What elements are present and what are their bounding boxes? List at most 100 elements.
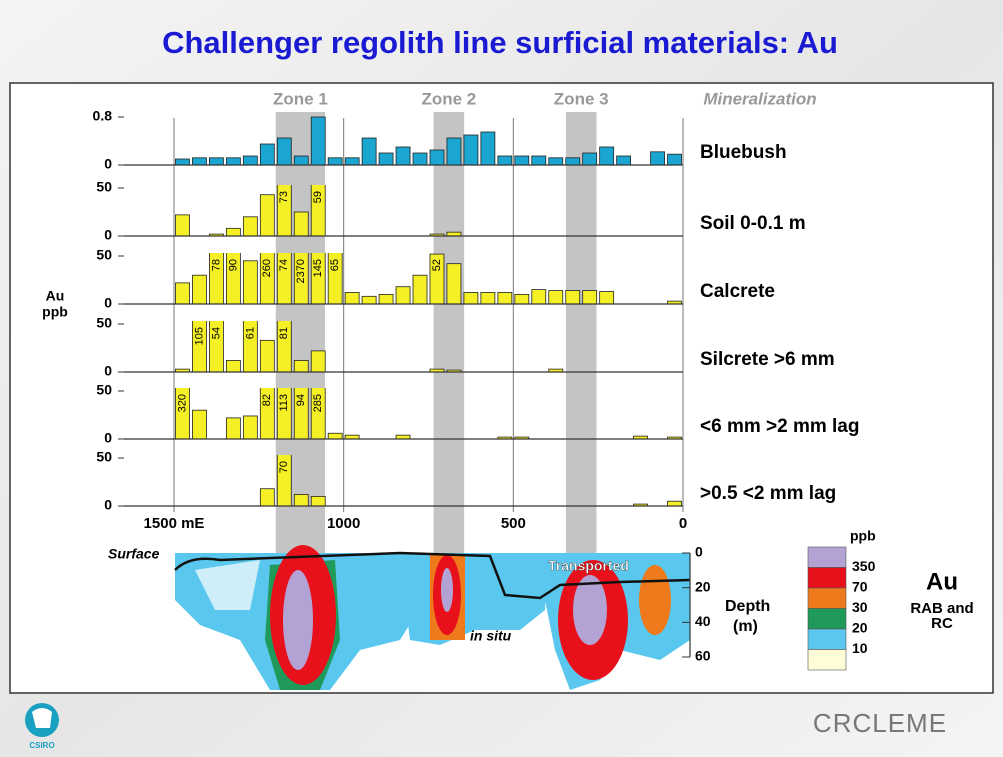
series-name: Soil 0-0.1 m (700, 213, 806, 234)
value-label: 320 (176, 394, 188, 412)
bar-panel (175, 321, 564, 372)
y-tick-label: 0 (104, 227, 112, 243)
bar-panel (175, 388, 682, 439)
y-tick-label: 0 (104, 497, 112, 513)
bar (531, 289, 547, 304)
bar (327, 253, 343, 304)
depth-tick-label: 20 (695, 578, 711, 594)
bar (293, 253, 309, 304)
bar (175, 214, 190, 236)
zone-note: Mineralization (703, 89, 816, 108)
logo-text: CSIRO (29, 741, 54, 750)
bar (276, 253, 292, 304)
bar (480, 131, 496, 165)
value-label: 59 (312, 191, 324, 203)
legend-title: ppb (850, 528, 876, 544)
bar (192, 157, 207, 165)
series-name: Bluebush (700, 142, 787, 163)
depth-label: (m) (733, 618, 758, 635)
bar (310, 350, 326, 372)
legend-swatch (807, 546, 847, 568)
bar (616, 155, 632, 165)
bar (175, 282, 190, 304)
series-name: Calcrete (700, 281, 775, 302)
legend-swatch (807, 649, 847, 671)
bar-panel (175, 185, 462, 236)
section-area (283, 570, 313, 670)
bar (429, 149, 445, 165)
depth-tick-label: 0 (695, 544, 703, 560)
bar (209, 157, 224, 165)
bar (446, 137, 462, 165)
bar (361, 295, 377, 304)
series-name: >0.5 <2 mm lag (700, 483, 836, 504)
bar (225, 253, 241, 304)
series-name: Silcrete >6 mm (700, 349, 835, 370)
cross-section (174, 545, 691, 690)
y-tick-label: 50 (96, 315, 112, 331)
bar (192, 409, 207, 439)
value-label: 52 (431, 259, 443, 271)
bar (259, 339, 275, 372)
section-area (639, 565, 671, 635)
legend-label: 10 (852, 640, 868, 656)
value-label: 82 (261, 394, 273, 406)
bar (497, 155, 513, 165)
value-label: 145 (312, 259, 324, 277)
x-tick-label: 1000 (327, 515, 360, 532)
value-label: 73 (278, 191, 290, 203)
bar (175, 158, 190, 165)
bar (548, 157, 564, 165)
bar (225, 417, 241, 439)
bar (412, 152, 428, 165)
y-tick-label: 50 (96, 449, 112, 465)
bar (429, 233, 445, 236)
section-label: in situ (470, 628, 512, 644)
value-label: 61 (244, 327, 256, 339)
y-tick-label: 50 (96, 179, 112, 195)
bar (378, 152, 394, 165)
zone-label: Zone 3 (554, 89, 609, 108)
section-area (195, 560, 260, 610)
bar (276, 137, 292, 165)
value-label: 94 (295, 394, 307, 406)
bar (531, 155, 547, 165)
bar (242, 260, 258, 304)
value-label: 81 (278, 327, 290, 339)
bar (514, 293, 530, 304)
bar (599, 291, 615, 304)
y-tick-label: 0 (104, 156, 112, 172)
value-label: 105 (193, 327, 205, 345)
bar (344, 434, 360, 439)
y-axis-label: Au (46, 288, 65, 304)
depth-tick-label: 40 (695, 613, 711, 629)
bar (327, 432, 343, 439)
bar (480, 292, 496, 304)
bar (599, 146, 615, 165)
bar (259, 143, 275, 165)
value-label: 74 (278, 259, 290, 271)
depth-tick-label: 60 (695, 648, 711, 664)
zone-band (433, 112, 465, 555)
zone-label: Zone 2 (421, 89, 476, 108)
bar (395, 286, 411, 304)
bar (429, 253, 445, 304)
bar (310, 253, 326, 304)
y-tick-label: 0.8 (93, 108, 113, 124)
bar (259, 253, 275, 304)
section-label: Transported (548, 558, 629, 574)
bar (276, 185, 292, 236)
bar (412, 274, 428, 304)
y-tick-label: 0 (104, 363, 112, 379)
legend-swatch (807, 587, 847, 609)
y-tick-label: 50 (96, 247, 112, 263)
value-label: 113 (278, 394, 290, 412)
bar (175, 388, 190, 439)
bar (192, 321, 207, 372)
bar (667, 153, 682, 165)
bar (565, 157, 581, 165)
bar (667, 500, 682, 506)
legend-label: 70 (852, 579, 868, 595)
legend-label: 20 (852, 620, 868, 636)
